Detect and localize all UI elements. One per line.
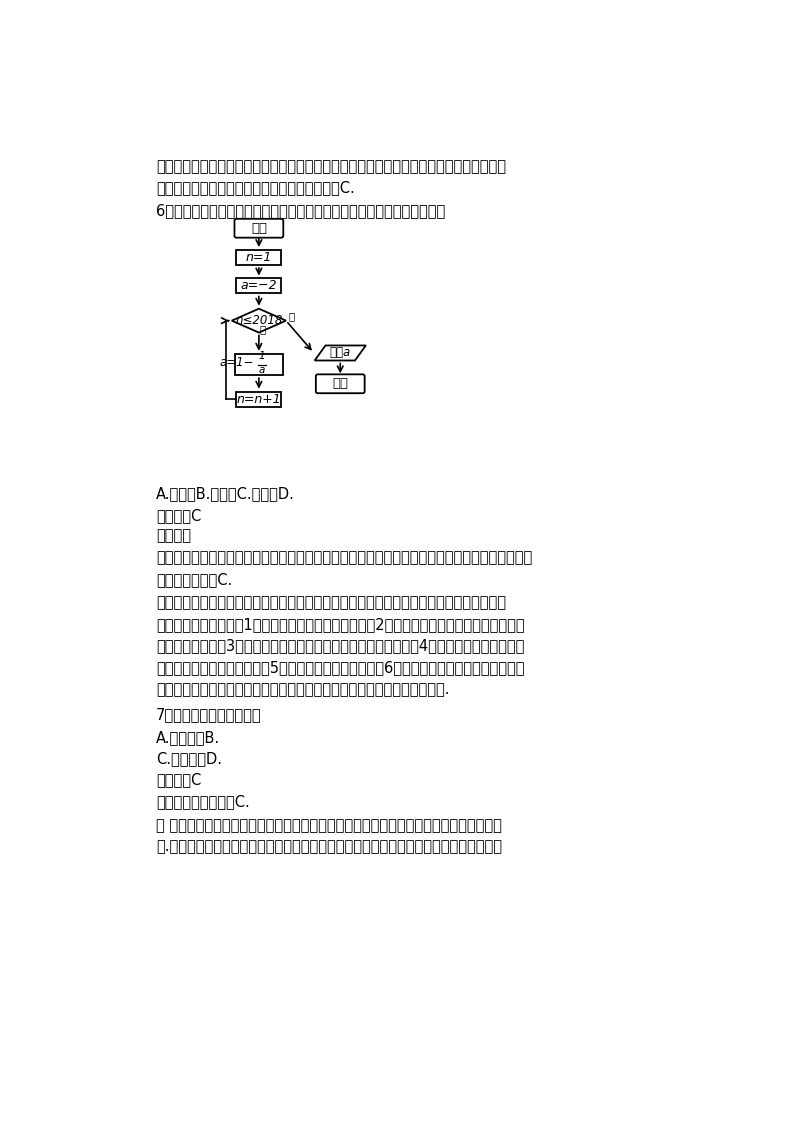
Polygon shape <box>314 345 366 360</box>
Text: 执行程序框图，输入时，；时，；时，；时，，的值呢周期性出现，周期为，，所以时，，退出循: 执行程序框图，输入时，；时，；时，；时，，的值呢周期性出现，周期为，，所以时，，… <box>156 550 532 565</box>
Text: 《 方法点睛》本题主要考查对数函数的性质、指数函数的单调性及比较大小问题，属于难: 《 方法点睛》本题主要考查对数函数的性质、指数函数的单调性及比较大小问题，属于难 <box>156 818 502 833</box>
FancyBboxPatch shape <box>234 218 283 238</box>
Bar <box>237 392 282 406</box>
Text: 是: 是 <box>260 325 266 334</box>
Text: a=−2: a=−2 <box>241 280 277 292</box>
Text: 7．已知，，，则（　　）: 7．已知，，，则（ ） <box>156 708 262 722</box>
Text: 题.解答比较大小问题，常见思路有两个：一是判断出各个数值所在区间（一般是看三个区: 题.解答比较大小问题，常见思路有两个：一是判断出各个数值所在区间（一般是看三个区 <box>156 840 502 855</box>
Text: 《解析》: 《解析》 <box>156 529 191 543</box>
Text: 《解析》为正四棱锥，平面，平面，由此为真，不能推出，能推出，所以是的必要不充分条: 《解析》为正四棱锥，平面，平面，由此为真，不能推出，能推出，所以是的必要不充分条 <box>156 158 506 174</box>
Text: 试题中只要按照程序框图规定的运算方法逐次计算，直到达到输出条件即可.: 试题中只要按照程序框图规定的运算方法逐次计算，直到达到输出条件即可. <box>156 681 450 697</box>
FancyBboxPatch shape <box>316 375 365 393</box>
Text: n=1: n=1 <box>246 251 272 264</box>
Bar <box>235 353 283 376</box>
Text: 开始: 开始 <box>251 222 267 234</box>
Text: 一定要正确控制循环次数；（5）要注意各个框的顺序，（6）在给出程序框图求解输出结果的: 一定要正确控制循环次数；（5）要注意各个框的顺序，（6）在给出程序框图求解输出结… <box>156 660 524 675</box>
Text: a: a <box>258 366 265 375</box>
Text: 《答案》C: 《答案》C <box>156 773 201 788</box>
Text: 环，输出，故选C.: 环，输出，故选C. <box>156 572 232 586</box>
Text: 《答案》C: 《答案》C <box>156 508 201 523</box>
Text: 输出a: 输出a <box>330 346 351 360</box>
Text: A.　　　B.　　　C.　　　D.: A. B. C. D. <box>156 486 294 501</box>
Text: 一定注意以下几点：（1）不要混淡处理框和输入框；（2）注意区分程序框图是条件分支结构: 一定注意以下几点：（1）不要混淡处理框和输入框；（2）注意区分程序框图是条件分支… <box>156 617 525 632</box>
Text: 1: 1 <box>258 351 266 361</box>
Polygon shape <box>232 309 286 333</box>
Text: 《解析》，，，故选C.: 《解析》，，，故选C. <box>156 795 250 809</box>
Text: 件，为假命题，为真命题，因此为真命题，故选C.: 件，为假命题，为真命题，因此为真命题，故选C. <box>156 180 354 196</box>
Text: 还是循环结构；（3）注意区分当型循环结构和直到型循环结构；（4）处理循环结构的问题时: 还是循环结构；（3）注意区分当型循环结构和直到型循环结构；（4）处理循环结构的问… <box>156 638 524 653</box>
Bar <box>237 250 282 265</box>
Text: 结束: 结束 <box>332 377 348 391</box>
Text: 《方法点睛》本题主要考查程序框图的循环结构流程图，属于中档题．解决程序框图问题时: 《方法点睛》本题主要考查程序框图的循环结构流程图，属于中档题．解决程序框图问题时 <box>156 595 506 610</box>
Text: n=n+1: n=n+1 <box>237 393 282 405</box>
Text: 6．执行如图所示的程序框图，运行相应的程序，则输出的的值为（　　）: 6．执行如图所示的程序框图，运行相应的程序，则输出的的值为（ ） <box>156 204 445 218</box>
Text: A.　　　　B.: A. B. <box>156 730 220 745</box>
Text: n≤2018: n≤2018 <box>235 315 282 327</box>
Text: C.　　　　D.: C. D. <box>156 751 222 766</box>
Text: 否: 否 <box>288 311 294 321</box>
Bar <box>237 278 282 293</box>
Text: a=1−: a=1− <box>220 357 254 369</box>
